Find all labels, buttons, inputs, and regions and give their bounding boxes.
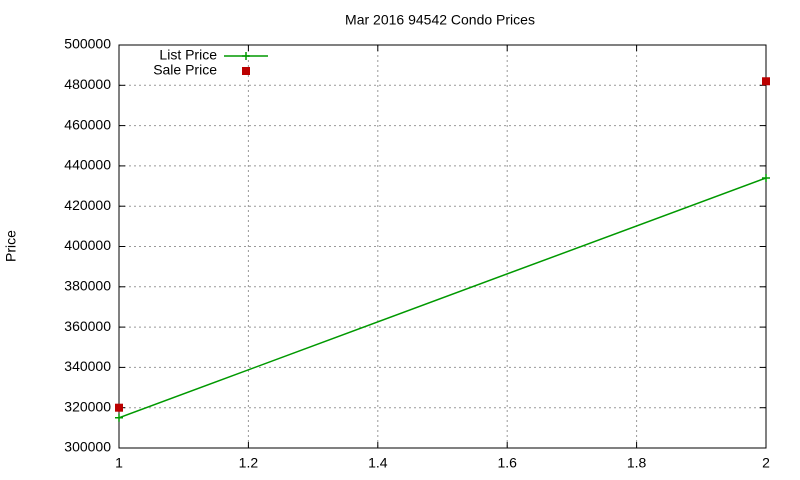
data-point (115, 403, 123, 412)
x-tick-label: 1.4 (368, 455, 388, 471)
y-tick-label: 460000 (64, 116, 111, 132)
y-tick-label: 400000 (64, 237, 111, 253)
y-tick-label: 500000 (64, 36, 111, 52)
data-point (115, 413, 123, 422)
y-tick-label: 320000 (64, 398, 111, 414)
series-line (118, 177, 767, 419)
y-tick-label: 440000 (64, 157, 111, 173)
y-tick-label: 420000 (64, 197, 111, 213)
x-tick-label: 2 (762, 455, 770, 471)
x-tick-label: 1 (115, 455, 123, 471)
legend-label: List Price (159, 47, 217, 63)
chart-title: Mar 2016 94542 Condo Prices (345, 12, 535, 28)
plot-border (118, 44, 767, 449)
y-tick-label: 340000 (64, 358, 111, 374)
legend-label: Sale Price (153, 62, 217, 78)
legend-swatch (242, 67, 250, 75)
x-tick-label: 1.6 (497, 455, 517, 471)
x-tick-label: 1.2 (239, 455, 259, 471)
legend-swatch (242, 52, 250, 60)
y-tick-label: 300000 (64, 439, 111, 455)
y-tick-label: 360000 (64, 318, 111, 334)
y-axis-label: Price (3, 230, 19, 262)
y-tick-label: 480000 (64, 76, 111, 92)
x-tick-label: 1.8 (627, 455, 647, 471)
y-tick-label: 380000 (64, 278, 111, 294)
data-point (762, 77, 770, 86)
data-point (762, 173, 770, 182)
